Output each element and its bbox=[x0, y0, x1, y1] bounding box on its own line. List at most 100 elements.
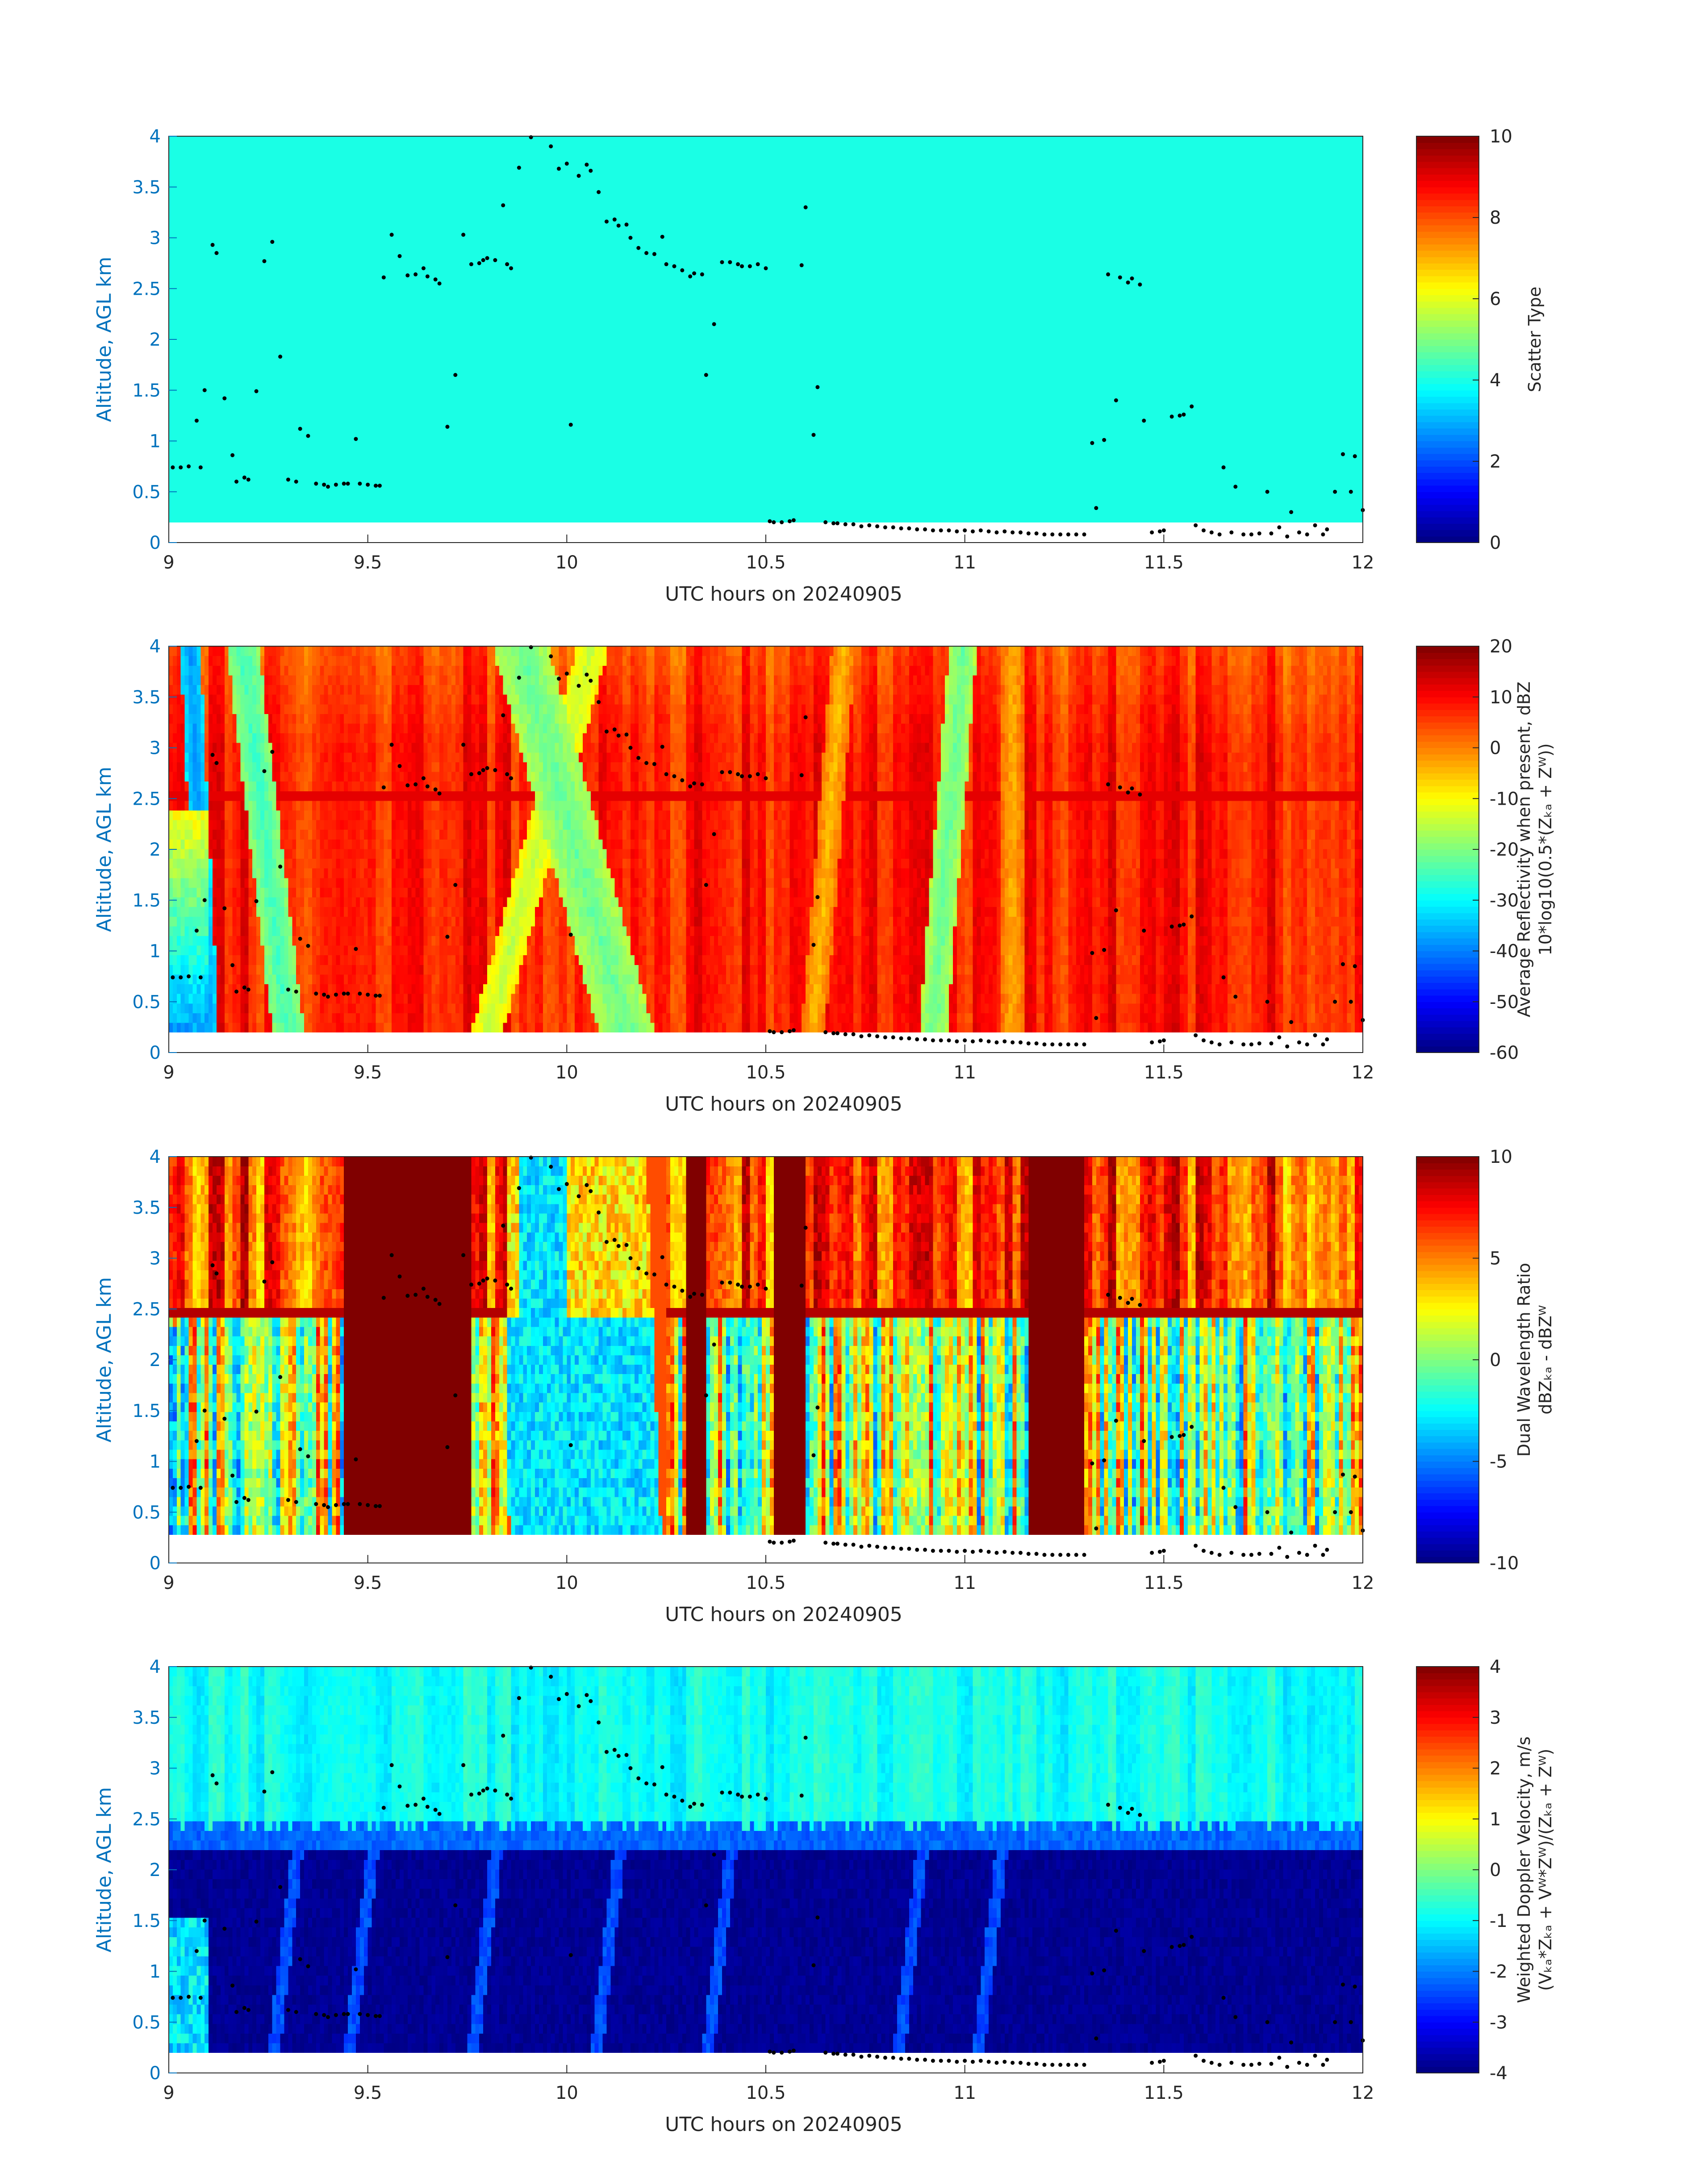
heatmap-cell bbox=[336, 262, 340, 272]
heatmap-cell bbox=[192, 513, 197, 522]
heatmap-cell bbox=[296, 184, 301, 194]
heatmap-cell bbox=[189, 348, 193, 358]
heatmap-cell bbox=[380, 146, 384, 156]
heatmap-cell bbox=[324, 233, 329, 242]
heatmap-cell bbox=[416, 406, 420, 416]
heatmap-cell bbox=[268, 242, 273, 252]
heatmap-cell bbox=[547, 513, 551, 522]
heatmap-cell bbox=[439, 320, 444, 330]
heatmap-cell bbox=[268, 300, 273, 310]
heatmap-cell bbox=[639, 339, 643, 349]
heatmap-cell bbox=[651, 242, 655, 252]
heatmap-cell bbox=[647, 358, 651, 368]
heatmap-cell bbox=[352, 252, 356, 262]
heatmap-cell bbox=[276, 513, 281, 522]
heatmap-cell bbox=[196, 175, 201, 184]
heatmap-cell bbox=[511, 204, 516, 213]
heatmap-cell bbox=[392, 484, 396, 493]
heatmap-cell bbox=[376, 194, 380, 204]
heatmap-cell bbox=[225, 213, 229, 223]
heatmap-cell bbox=[603, 397, 607, 407]
heatmap-cell bbox=[388, 455, 392, 464]
heatmap-cell bbox=[523, 377, 527, 387]
heatmap-cell bbox=[635, 252, 639, 262]
heatmap-cell bbox=[555, 252, 560, 262]
heatmap-cell bbox=[583, 397, 587, 407]
heatmap-cell bbox=[308, 329, 313, 339]
heatmap-cell bbox=[658, 416, 663, 426]
heatmap-cell bbox=[507, 204, 512, 213]
heatmap-cell bbox=[412, 184, 416, 194]
heatmap-cell bbox=[196, 146, 201, 156]
heatmap-cell bbox=[376, 300, 380, 310]
heatmap-cell bbox=[332, 184, 336, 194]
heatmap-cell bbox=[563, 406, 567, 416]
heatmap-cell bbox=[583, 503, 587, 513]
heatmap-cell bbox=[427, 300, 432, 310]
heatmap-cell bbox=[372, 435, 376, 445]
heatmap-cell bbox=[435, 368, 440, 378]
heatmap-cell bbox=[244, 387, 249, 397]
heatmap-cell bbox=[233, 397, 237, 407]
heatmap-cell bbox=[527, 377, 531, 387]
heatmap-cell bbox=[547, 397, 551, 407]
heatmap-cell bbox=[316, 358, 321, 368]
heatmap-cell bbox=[380, 320, 384, 330]
heatmap-cell bbox=[340, 358, 344, 368]
heatmap-cell bbox=[384, 503, 388, 513]
heatmap-cell bbox=[468, 406, 472, 416]
heatmap-cell bbox=[404, 213, 408, 223]
heatmap-cell bbox=[626, 184, 631, 194]
heatmap-cell bbox=[631, 445, 635, 455]
heatmap-cell bbox=[332, 233, 336, 242]
heatmap-cell bbox=[618, 146, 623, 156]
heatmap-cell bbox=[610, 474, 615, 484]
heatmap-cell bbox=[408, 513, 412, 522]
heatmap-cell bbox=[320, 252, 325, 262]
heatmap-cell bbox=[603, 136, 607, 146]
heatmap-cell bbox=[631, 464, 635, 474]
heatmap-cell bbox=[340, 223, 344, 233]
heatmap-cell bbox=[591, 146, 595, 156]
heatmap-cell bbox=[412, 445, 416, 455]
heatmap-cell bbox=[507, 426, 512, 435]
heatmap-cell bbox=[455, 503, 460, 513]
heatmap-cell bbox=[531, 503, 535, 513]
heatmap-cell bbox=[217, 348, 221, 358]
heatmap-cell bbox=[200, 445, 205, 455]
heatmap-cell bbox=[583, 513, 587, 522]
heatmap-cell bbox=[340, 204, 344, 213]
heatmap-cell bbox=[189, 233, 193, 242]
heatmap-cell bbox=[531, 348, 535, 358]
heatmap-cell bbox=[412, 455, 416, 464]
heatmap-cell bbox=[423, 155, 428, 165]
heatmap-cell bbox=[487, 281, 492, 291]
heatmap-cell bbox=[237, 406, 241, 416]
heatmap-cell bbox=[396, 175, 400, 184]
heatmap-cell bbox=[237, 155, 241, 165]
heatmap-cell bbox=[288, 348, 292, 358]
heatmap-cell bbox=[392, 445, 396, 455]
heatmap-cell bbox=[431, 445, 436, 455]
heatmap-cell bbox=[435, 329, 440, 339]
heatmap-cell bbox=[539, 455, 543, 464]
heatmap-cell bbox=[388, 175, 392, 184]
heatmap-cell bbox=[221, 348, 225, 358]
heatmap-cell bbox=[296, 252, 301, 262]
heatmap-cell bbox=[225, 339, 229, 349]
heatmap-cell bbox=[237, 194, 241, 204]
heatmap-cell bbox=[368, 445, 372, 455]
heatmap-cell bbox=[539, 358, 543, 368]
heatmap-cell bbox=[296, 175, 301, 184]
heatmap-cell bbox=[264, 329, 269, 339]
heatmap-cell bbox=[464, 165, 468, 175]
heatmap-cell bbox=[579, 464, 583, 474]
heatmap-cell bbox=[181, 310, 185, 320]
heatmap-cell bbox=[264, 194, 269, 204]
heatmap-cell bbox=[439, 291, 444, 301]
heatmap-cell bbox=[471, 184, 476, 194]
heatmap-cell bbox=[555, 329, 560, 339]
heatmap-cell bbox=[348, 493, 352, 503]
heatmap-cell bbox=[606, 368, 611, 378]
heatmap-cell bbox=[280, 300, 285, 310]
